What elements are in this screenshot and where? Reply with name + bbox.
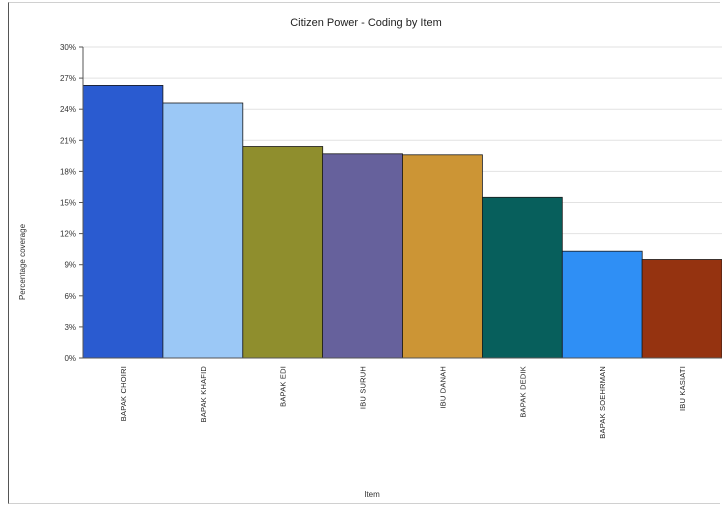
bar xyxy=(82,85,164,359)
bar xyxy=(162,102,244,359)
y-tick-label: 12% xyxy=(60,230,76,239)
x-category-label: IBU DANAH xyxy=(438,366,447,409)
x-category-label: IBU SURUH xyxy=(359,366,368,409)
bar xyxy=(481,196,563,359)
bar xyxy=(322,153,403,359)
x-axis-title: Item xyxy=(364,490,380,499)
x-category-label: BAPAK DEDIK xyxy=(518,366,527,418)
y-tick-label: 3% xyxy=(64,323,76,332)
bar xyxy=(242,146,324,359)
y-axis-ticks: 0% 3% 6% 9% 12% 15% 18% 21% 24% 27% 30% xyxy=(60,43,83,363)
y-tick-label: 30% xyxy=(60,43,76,52)
x-category-label: BAPAK SOEHRMAN xyxy=(598,366,607,439)
bar xyxy=(641,259,722,359)
y-tick-label: 18% xyxy=(60,167,76,176)
y-axis-title: Percentage coverage xyxy=(18,223,27,300)
y-tick-label: 9% xyxy=(64,261,76,270)
y-tick-label: 0% xyxy=(64,354,76,363)
y-tick-label: 6% xyxy=(64,292,76,301)
chart-title: Citizen Power - Coding by Item xyxy=(290,17,442,29)
x-category-label: IBU KASIATI xyxy=(678,366,687,411)
bar xyxy=(561,250,643,359)
x-category-label: BAPAK EDI xyxy=(279,366,288,407)
bars xyxy=(82,85,722,359)
bar xyxy=(402,154,483,359)
y-tick-label: 24% xyxy=(60,105,76,114)
chart-frame xyxy=(8,2,720,504)
y-tick-label: 15% xyxy=(60,199,76,208)
y-tick-label: 27% xyxy=(60,74,76,83)
x-axis-categories: BAPAK CHOIRI BAPAK KHAFID BAPAK EDI IBU SUR… xyxy=(119,366,687,439)
x-category-label: BAPAK CHOIRI xyxy=(119,366,128,421)
y-tick-label: 21% xyxy=(60,136,76,145)
x-category-label: BAPAK KHAFID xyxy=(199,366,208,423)
